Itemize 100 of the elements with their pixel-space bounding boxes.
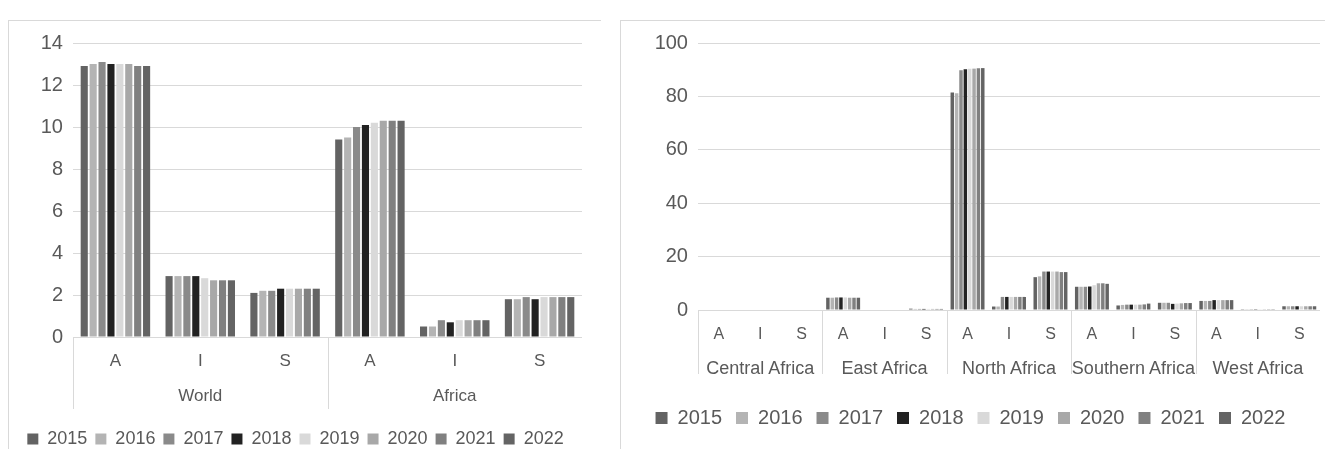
- bar: [531, 299, 539, 337]
- legend-label: 2020: [387, 427, 428, 448]
- text: Southern Africa: [1071, 357, 1196, 378]
- bar: [1138, 304, 1142, 310]
- bar: [1042, 271, 1046, 310]
- bar: [1055, 271, 1059, 310]
- text: West Africa: [1212, 357, 1305, 378]
- bar: [972, 68, 976, 310]
- bar: [1312, 306, 1317, 310]
- text: Africa: [433, 385, 478, 405]
- bar: [89, 64, 97, 337]
- bar: [277, 288, 285, 337]
- bar: [1162, 302, 1166, 310]
- text: Central Africa: [706, 357, 816, 378]
- y-tick-label: 12: [40, 72, 63, 95]
- legend-label: 2019: [999, 405, 1044, 428]
- x-tick-label: I: [1006, 325, 1012, 343]
- bar: [165, 276, 173, 337]
- bar: [352, 127, 361, 337]
- bar: [1170, 303, 1175, 310]
- bar: [335, 139, 343, 337]
- bar: [361, 124, 370, 337]
- bar: [420, 326, 428, 337]
- legend-label: 2015: [47, 427, 88, 448]
- legend-label: 2021: [455, 427, 496, 448]
- legend-label: 2022: [523, 427, 564, 448]
- bar: [1212, 300, 1216, 310]
- y-tick-label: 60: [665, 137, 688, 160]
- legend-label: 2020: [1079, 405, 1125, 428]
- y-tick-label: 8: [51, 156, 63, 179]
- bar: [344, 137, 352, 337]
- bar: [437, 320, 445, 337]
- bar: [1125, 304, 1129, 310]
- y-tick-label: 6: [51, 198, 63, 221]
- bar: [268, 290, 276, 337]
- bar: [992, 306, 996, 310]
- bar: [80, 66, 88, 337]
- y-tick-label: 20: [665, 244, 688, 267]
- legend-label: 2019: [319, 427, 360, 448]
- bar: [1120, 304, 1125, 310]
- bar: [1221, 300, 1225, 310]
- bar: [192, 276, 200, 337]
- bar: [464, 320, 472, 337]
- bar: [218, 280, 227, 337]
- bar: [558, 297, 566, 337]
- bar: [1203, 300, 1208, 310]
- bar: [107, 64, 115, 337]
- bar: [1033, 277, 1037, 310]
- bar: [549, 297, 557, 337]
- bar: [1290, 306, 1295, 310]
- x-tick-label: S: [1293, 325, 1305, 343]
- x-tick-label: S: [533, 350, 546, 370]
- bar: [826, 297, 830, 310]
- legend-label: 2016: [115, 427, 156, 448]
- text: East Africa: [841, 357, 929, 378]
- bar: [134, 66, 142, 337]
- x-tick-label: I: [757, 325, 763, 343]
- bar: [174, 276, 182, 337]
- legend-label: 2017: [183, 427, 224, 448]
- bar: [522, 297, 530, 337]
- x-tick-label: I: [452, 350, 458, 370]
- bar: [397, 120, 405, 337]
- bar: [1184, 303, 1188, 310]
- y-tick-label: 80: [665, 83, 688, 106]
- x-tick-label: S: [1169, 325, 1181, 343]
- bar: [143, 66, 151, 337]
- bar: [1018, 296, 1022, 310]
- legend-label: 2015: [677, 405, 723, 428]
- bar: [1225, 300, 1229, 310]
- bar: [981, 68, 985, 310]
- bar: [1142, 304, 1147, 310]
- bar: [1105, 283, 1109, 310]
- bar: [210, 280, 218, 337]
- y-tick-label: 0: [51, 324, 63, 347]
- x-tick-label: A: [713, 325, 725, 343]
- bar: [1129, 304, 1133, 310]
- bar: [250, 292, 258, 337]
- y-tick-label: 0: [676, 297, 688, 320]
- x-tick-label: I: [882, 325, 887, 343]
- bar: [1079, 286, 1083, 310]
- text: North Africa: [961, 357, 1057, 378]
- bar: [1179, 303, 1184, 310]
- x-tick-label: A: [364, 350, 377, 370]
- x-tick-label: A: [837, 325, 849, 343]
- bar: [1282, 306, 1286, 310]
- bar: [259, 290, 267, 337]
- bar: [1116, 305, 1120, 310]
- bar: [294, 288, 303, 337]
- bar: [1188, 303, 1192, 310]
- bar: [839, 297, 843, 310]
- y-tick-label: 2: [51, 282, 63, 305]
- bar: [1208, 300, 1212, 310]
- bar: [1022, 296, 1026, 310]
- bar: [996, 306, 1000, 310]
- bar: [473, 320, 481, 337]
- y-tick-label: 14: [40, 30, 63, 53]
- bar: [125, 64, 133, 337]
- x-tick-label: I: [197, 350, 203, 370]
- legend-label: 2021: [1160, 405, 1205, 428]
- bar: [227, 280, 235, 337]
